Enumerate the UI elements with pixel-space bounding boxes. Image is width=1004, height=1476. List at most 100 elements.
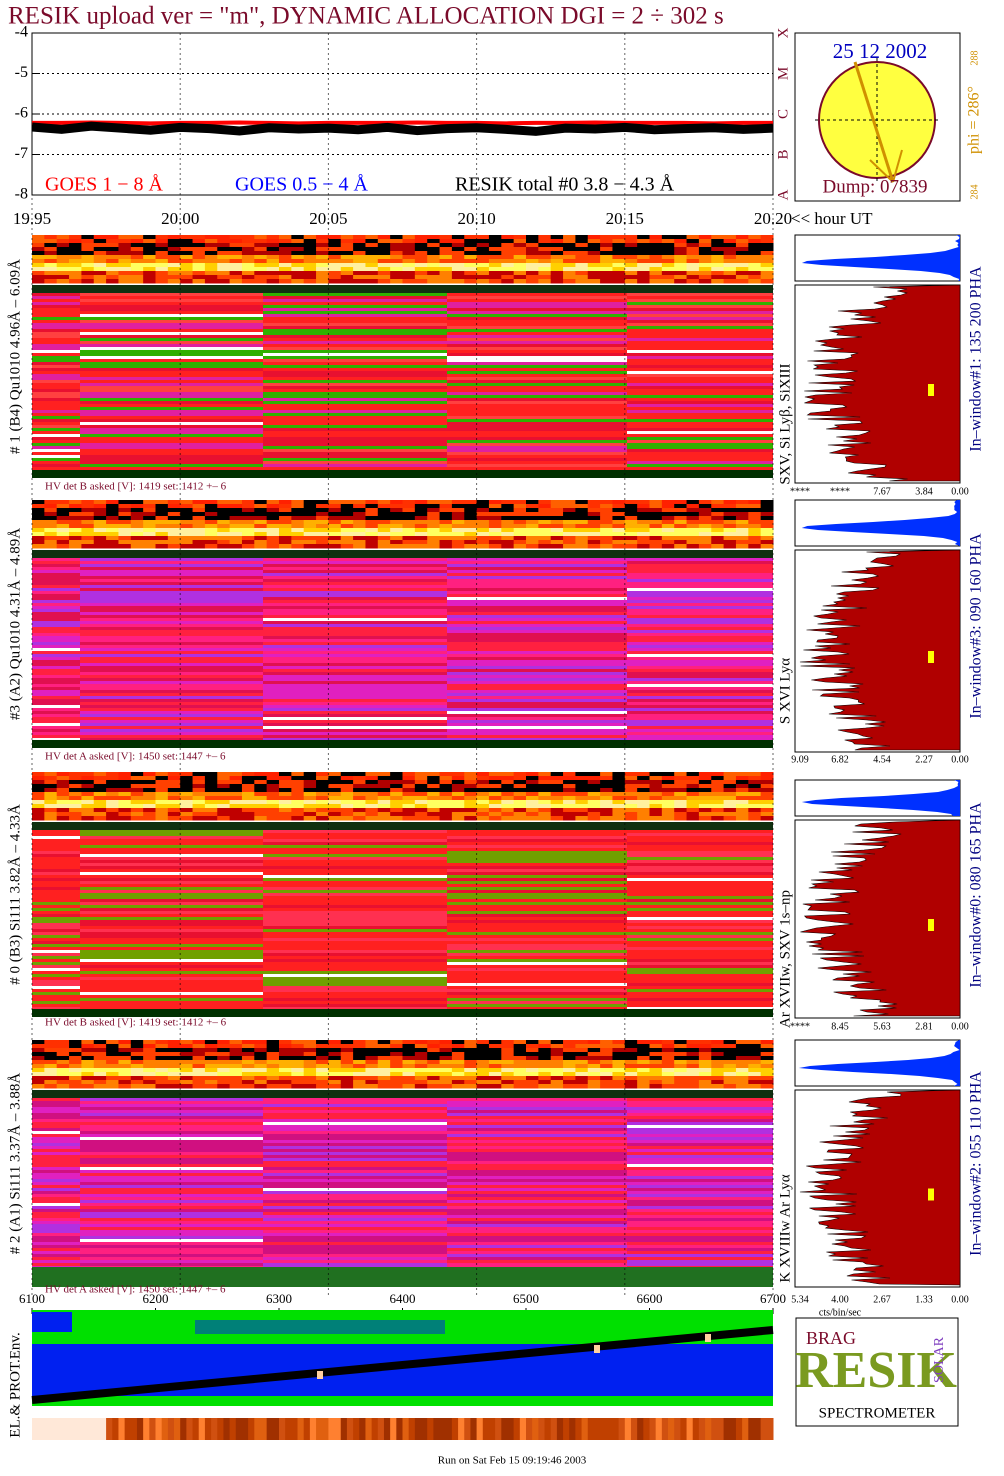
spectrogram-cell	[464, 792, 478, 797]
spectrogram-row	[263, 962, 447, 966]
spectrogram-cell	[340, 1072, 354, 1077]
spectrogram-cell	[266, 516, 280, 521]
spectrogram-cell	[291, 540, 305, 545]
spectrogram-cell	[303, 500, 317, 505]
spectrogram-cell	[538, 808, 552, 813]
spectrogram-cell	[674, 279, 688, 284]
thermal-cell	[464, 1418, 471, 1440]
spectrogram-row	[263, 1251, 447, 1255]
spectrogram-cell	[118, 1068, 132, 1073]
thermal-cell	[624, 1418, 632, 1440]
spectrogram-cell	[143, 263, 156, 268]
spectrogram-row	[32, 1218, 80, 1222]
spectrogram-row	[447, 401, 627, 405]
spectrogram-cell	[414, 816, 428, 821]
spectrogram-cell	[291, 1064, 305, 1069]
spectrogram-row	[32, 675, 80, 679]
spectrogram-cell	[143, 776, 156, 781]
spectrogram-cell	[118, 263, 132, 268]
spectrogram-row	[263, 1131, 447, 1135]
spectrogram-cell	[93, 536, 107, 541]
spectrogram-cell	[204, 1084, 218, 1089]
spectrogram-row	[447, 461, 627, 465]
spectrogram-row	[80, 407, 263, 411]
spectrogram-cell	[229, 792, 243, 797]
spectrogram-row	[32, 974, 80, 978]
spectrogram-row	[627, 1233, 773, 1237]
spectrogram-row	[447, 1257, 627, 1261]
spectrogram-cell	[711, 1084, 725, 1089]
spectrogram-cell	[106, 528, 119, 533]
spectrogram-cell	[488, 1056, 502, 1061]
spectrogram-row	[80, 902, 263, 906]
spectrogram-cell	[723, 804, 737, 809]
spectrogram-cell	[501, 267, 515, 272]
spectrogram-row	[447, 842, 627, 846]
spectrogram-cell	[711, 540, 725, 545]
spectrogram-cell	[217, 259, 231, 264]
spectrogram-cell	[155, 267, 169, 272]
spectrogram-row	[263, 627, 447, 631]
hist-body	[799, 1089, 961, 1286]
hist-tick-label: 4.00	[831, 1294, 849, 1305]
spectrogram-cell	[760, 251, 774, 256]
spectrogram-row	[627, 1263, 773, 1267]
thermal-cell	[643, 1418, 650, 1440]
spectrogram-row	[32, 833, 80, 837]
spectrogram-row	[627, 908, 773, 912]
spectrogram-row	[627, 645, 773, 649]
spectrogram-cell	[649, 251, 663, 256]
spectrogram-row	[627, 395, 773, 399]
spectrogram-cell	[328, 800, 342, 805]
thermal-cell	[556, 1418, 564, 1440]
spectrogram-cell	[760, 1064, 774, 1069]
spectrogram-cell	[723, 247, 737, 252]
spectrogram-cell	[56, 1084, 70, 1089]
spectrogram-cell	[241, 500, 255, 505]
spectrogram-row	[32, 380, 80, 384]
spectrogram-row	[447, 935, 627, 939]
spectrogram-row	[447, 1164, 627, 1168]
spectrogram-cell	[427, 1084, 441, 1089]
spectrogram-row	[80, 1143, 263, 1147]
spectrogram-cell	[587, 1048, 601, 1053]
spectrogram-cell	[204, 247, 218, 252]
spectrogram-cell	[291, 532, 305, 537]
spectrogram-cell	[464, 776, 478, 781]
spectrogram-row	[263, 893, 447, 897]
spectrogram-cell	[612, 1040, 626, 1045]
spectrogram-cell	[106, 1064, 119, 1069]
spectrogram-cell	[711, 808, 725, 813]
spectrogram-row	[627, 986, 773, 990]
spectrogram-cell	[686, 1052, 700, 1057]
spectrogram-cell	[328, 540, 342, 545]
spectrogram-row	[447, 878, 627, 882]
spectrogram-row	[447, 1122, 627, 1126]
spectrogram-row	[32, 896, 80, 900]
spectrogram-cell	[661, 544, 675, 549]
spectrogram-row	[32, 723, 80, 727]
spectrogram-cell	[192, 243, 206, 248]
spectrogram-cell	[377, 520, 391, 525]
spectrogram-cell	[661, 235, 675, 240]
spectrogram-cell	[637, 516, 650, 521]
spectrogram-row	[80, 1227, 263, 1231]
thermal-cell	[686, 1418, 694, 1440]
spectrogram-cell	[254, 776, 268, 781]
spectrogram-row	[80, 1119, 263, 1123]
spectrogram-cell	[563, 772, 576, 777]
spectrogram-cell	[414, 500, 428, 505]
spectrogram-cell	[118, 528, 132, 533]
spectrogram-row	[32, 893, 80, 897]
spectrogram-row	[80, 875, 263, 879]
spectrogram-cell	[204, 800, 218, 805]
spectrogram-cell	[526, 544, 539, 549]
spectrogram-cell	[402, 247, 416, 252]
spectrogram-cell	[217, 544, 231, 549]
spectrogram-cell	[217, 808, 231, 813]
spectrogram-cell	[328, 1052, 342, 1057]
spectrogram-row	[447, 311, 627, 315]
spectrogram-cell	[451, 1048, 465, 1053]
spectrogram-cell	[316, 1064, 329, 1069]
spectrogram-cell	[167, 504, 181, 509]
